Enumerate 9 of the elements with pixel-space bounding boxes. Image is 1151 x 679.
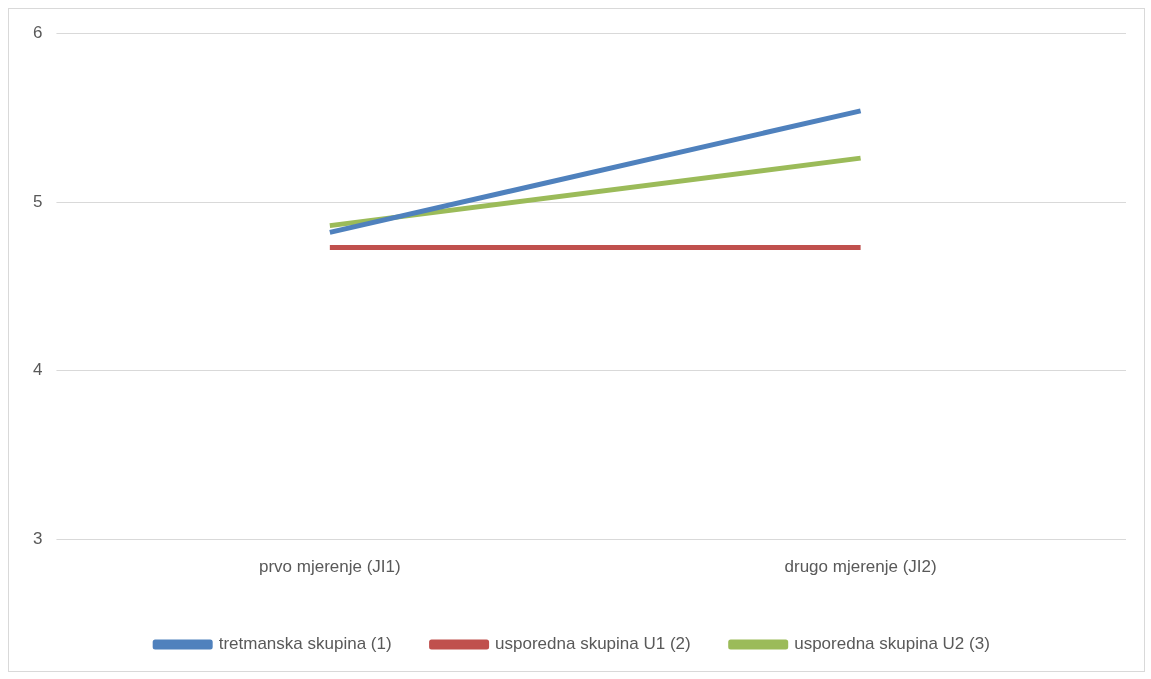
y-tick-label: 6	[32, 22, 43, 42]
y-tick-label: 3	[32, 529, 43, 549]
legend-label: usporedna skupina U2 (3)	[794, 634, 990, 654]
x-tick-label: prvo mjerenje (JI1)	[258, 557, 401, 577]
legend-label: tretmanska skupina (1)	[218, 634, 392, 654]
y-tick-label: 5	[32, 191, 43, 211]
legend-label: usporedna skupina U1 (2)	[495, 634, 691, 654]
x-tick-label: drugo mjerenje (JI2)	[784, 557, 937, 577]
y-tick-label: 4	[32, 360, 43, 380]
